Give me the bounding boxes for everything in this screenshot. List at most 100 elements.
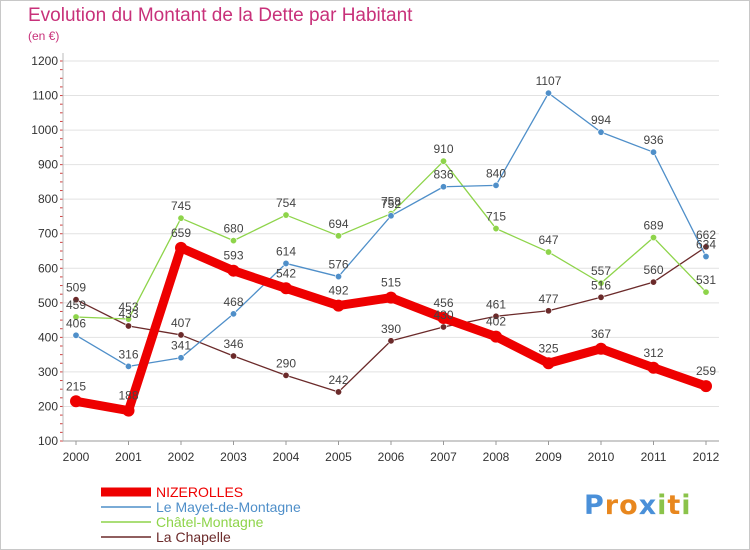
data-point-0-7 [437,312,450,325]
data-point-3-10 [597,293,605,301]
y-tick-label: 900 [38,158,58,172]
legend-label-2: Châtel-Montagne [156,514,264,530]
data-label-0-3: 593 [223,249,243,263]
data-point-2-3 [230,237,238,245]
x-tick-label: 2010 [588,450,615,464]
x-tick-label: 2006 [378,450,405,464]
data-point-1-8 [492,181,500,189]
data-label-0-7: 456 [433,296,453,310]
y-tick-label: 500 [38,296,58,310]
data-point-0-8 [490,330,502,343]
data-label-2-11: 689 [643,219,663,233]
data-point-3-11 [649,278,657,286]
data-label-0-6: 515 [381,276,401,290]
logo-letter: r [604,490,620,521]
x-tick-label: 2008 [483,450,510,464]
y-tick-label: 600 [38,261,58,275]
x-tick-label: 2011 [641,450,667,464]
data-point-0-5 [332,299,345,312]
data-label-3-1: 433 [118,307,138,321]
chart-title: Evolution du Montant de la Dette par Hab… [28,5,413,26]
data-label-2-4: 754 [276,196,296,210]
y-tick-label: 400 [38,330,58,344]
data-label-3-10: 516 [591,278,611,292]
data-point-3-5 [334,388,342,396]
data-label-2-2: 745 [171,199,191,213]
data-label-0-5: 492 [328,284,348,298]
y-tick-label: 700 [38,227,58,241]
data-point-0-3 [227,264,240,277]
series-layer [70,89,712,417]
data-point-1-1 [125,362,133,370]
data-label-3-3: 346 [223,337,243,351]
data-point-2-10 [597,279,605,287]
x-tick-label: 2003 [220,450,247,464]
logo-letter: P [584,490,605,521]
data-label-2-8: 715 [486,210,506,224]
legend-label-0: NIZEROLLES [156,484,243,500]
x-tick-label: 2007 [430,450,457,464]
data-label-3-4: 290 [276,356,296,370]
data-label-1-6: 752 [381,197,401,211]
x-tick-label: 2005 [325,450,352,464]
y-tick-label: 200 [38,399,58,413]
data-label-0-11: 312 [643,346,663,360]
data-point-0-10 [595,342,607,355]
data-point-1-12 [702,253,710,261]
data-point-2-9 [544,248,552,256]
legend-label-1: Le Mayet-de-Montagne [156,499,301,515]
data-labels: 215 188 659 593 542 492 515 456 402 325 367 312 259 4… [66,74,716,402]
data-point-1-0 [72,331,80,339]
logo-letter: i [657,490,668,521]
data-point-1-2 [177,354,185,362]
grid-lines [63,60,719,442]
data-point-1-3 [230,310,238,318]
data-label-1-9: 1107 [536,74,562,88]
data-point-3-9 [544,307,552,315]
data-label-2-10: 557 [591,264,611,278]
data-label-3-12: 662 [696,228,716,242]
x-tick-label: 2009 [535,450,562,464]
x-tick-label: 2002 [168,450,195,464]
x-tick-label: 2000 [63,450,90,464]
data-label-1-7: 836 [433,168,453,182]
data-point-3-7 [439,323,447,331]
data-label-3-8: 461 [486,297,506,311]
data-label-1-8: 840 [486,166,506,180]
y-tick-label: 1000 [31,123,58,137]
data-label-0-4: 542 [276,266,296,280]
data-point-1-11 [649,148,657,156]
data-label-1-4: 614 [276,244,296,258]
data-point-2-1 [125,315,133,323]
data-label-1-3: 468 [223,295,243,309]
data-label-1-5: 576 [328,258,348,272]
data-label-3-2: 407 [171,316,191,330]
data-label-1-2: 341 [171,339,191,353]
data-label-0-8: 402 [486,315,506,329]
chart-subtitle: (en €) [28,29,60,43]
data-label-0-12: 259 [696,364,716,378]
y-tick-label: 100 [38,434,58,448]
y-tick-label: 1200 [31,54,58,68]
x-tick-label: 2012 [693,450,720,464]
data-label-2-7: 910 [433,142,453,156]
data-point-0-2 [175,241,187,254]
data-point-3-1 [125,322,133,330]
data-point-2-12 [702,288,710,296]
data-label-3-9: 477 [538,292,558,306]
data-label-3-0: 509 [66,281,86,295]
data-point-3-8 [492,312,500,320]
y-tick-label: 1100 [32,89,58,103]
data-point-0-0 [70,395,82,408]
data-label-2-5: 694 [328,217,348,231]
data-point-0-11 [647,361,660,374]
data-point-2-4 [282,211,290,219]
data-label-1-11: 936 [643,133,663,147]
data-label-2-0: 459 [66,298,86,312]
data-point-0-6 [385,291,397,304]
data-label-2-9: 647 [538,233,558,247]
data-point-0-1 [122,404,135,417]
y-tick-label: 800 [38,192,58,206]
axes: 100 200 300 400 500 600 700 800 900 1000 1100 1200 2… [31,53,720,464]
